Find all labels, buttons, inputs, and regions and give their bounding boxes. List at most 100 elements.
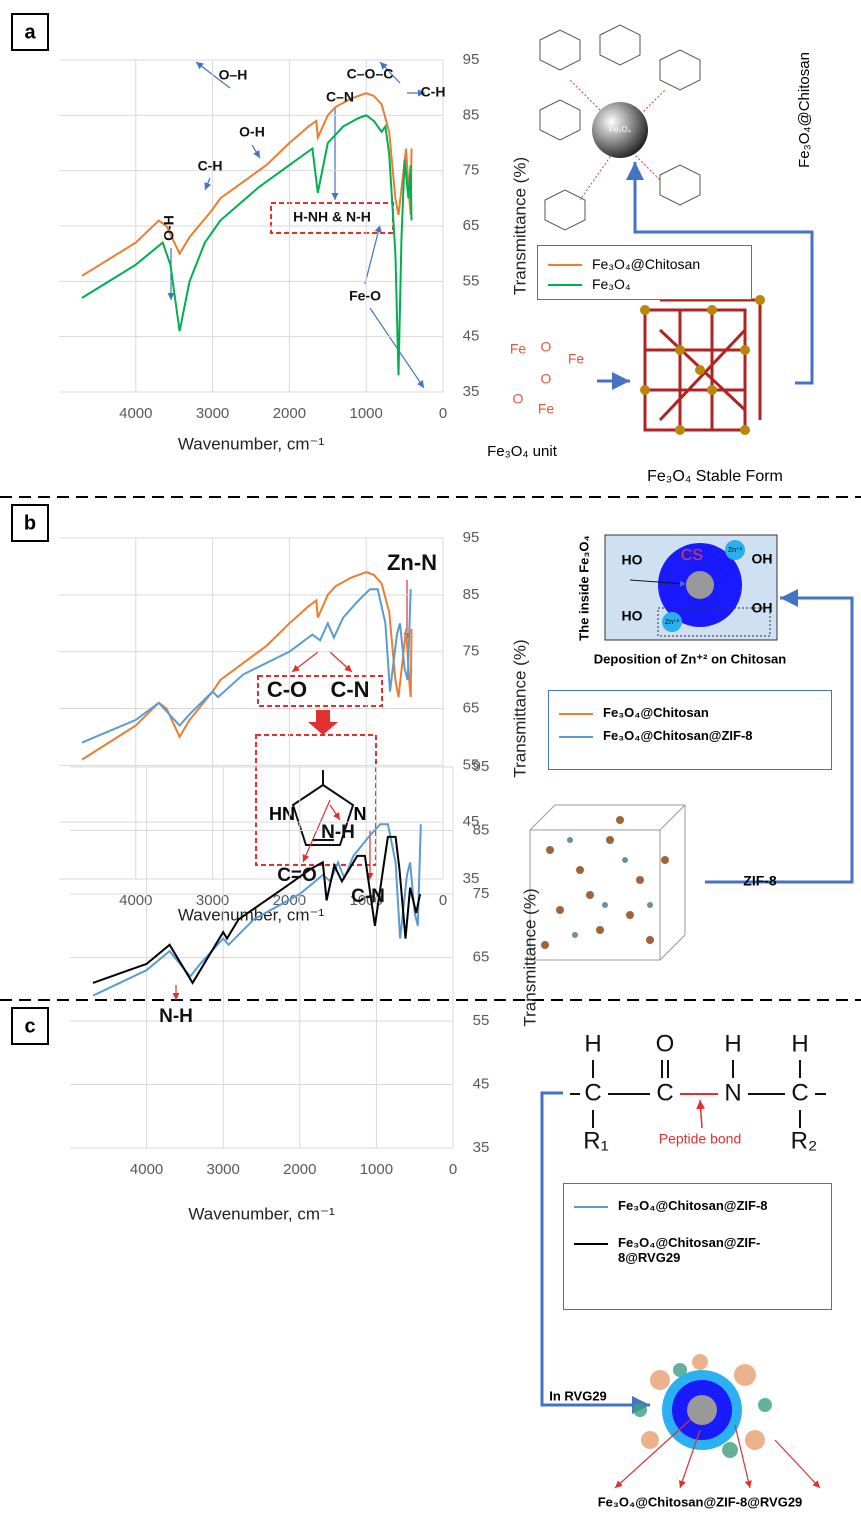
fe3o4-unit: Fe O Fe O Fe O bbox=[510, 339, 585, 417]
y-tick-label: 95 bbox=[463, 51, 480, 68]
annotation: C-N bbox=[351, 886, 385, 907]
legend-item: Fe₃O₄@Chitosan bbox=[559, 705, 821, 720]
x-tick-label: 3000 bbox=[207, 1161, 240, 1178]
annotation: C-H bbox=[421, 84, 446, 100]
y-tick-label: 35 bbox=[463, 383, 480, 400]
group: HO bbox=[622, 608, 643, 624]
x-tick-label: 2000 bbox=[273, 405, 306, 422]
legend-item: Fe₃O₄ bbox=[548, 276, 741, 292]
bonds bbox=[570, 1060, 826, 1128]
inside-label: The inside Fe₃O₄ bbox=[576, 535, 591, 640]
sphere-label: Fe₃O₄ bbox=[609, 125, 631, 134]
arrow bbox=[700, 1100, 702, 1128]
legend-item: Fe₃O₄@Chitosan@ZIF-8@RVG29 bbox=[574, 1235, 821, 1265]
y-tick-label: 55 bbox=[463, 272, 480, 289]
annotation: O-H bbox=[161, 215, 177, 241]
y-tick-label: 85 bbox=[463, 106, 480, 123]
y-tick-label: 65 bbox=[463, 217, 480, 234]
zn-label: Zn⁺² bbox=[665, 619, 680, 626]
figure: a b c Fe₃O₄ Fe₃O₄@Chitosan Fe O Fe O Fe … bbox=[0, 0, 861, 1515]
legend-label: Fe₃O₄@Chitosan bbox=[603, 705, 709, 720]
annotation: C–O–C bbox=[347, 66, 394, 82]
legend-label: Fe₃O₄@Chitosan@ZIF-8 bbox=[603, 728, 753, 743]
rotated-title: Fe₃O₄@Chitosan bbox=[796, 52, 813, 168]
y-tick-label: 65 bbox=[463, 699, 480, 716]
panel-label: a bbox=[24, 21, 36, 43]
y-axis-label: Transmittance (%) bbox=[510, 639, 529, 777]
arrow bbox=[308, 710, 338, 735]
series-line bbox=[82, 93, 412, 276]
y-tick-label: 95 bbox=[473, 758, 490, 775]
atom: R₁ bbox=[583, 1127, 608, 1154]
x-tick-label: 4000 bbox=[130, 1161, 163, 1178]
annotation: H-NH & N-H bbox=[293, 209, 371, 225]
group: OH bbox=[752, 551, 773, 567]
atom: C bbox=[584, 1079, 601, 1106]
y-axis-label: Transmittance (%) bbox=[520, 888, 539, 1026]
legend-label: Fe₃O₄@Chitosan@ZIF-8 bbox=[618, 1198, 768, 1213]
legend-item: Fe₃O₄@Chitosan@ZIF-8 bbox=[574, 1198, 821, 1213]
atom: H bbox=[724, 1030, 741, 1057]
fe3o4-core bbox=[686, 571, 714, 599]
atom: N bbox=[354, 804, 367, 824]
y-axis-label: Transmittance (%) bbox=[510, 157, 529, 295]
legend-label: Fe₃O₄@Chitosan@ZIF-8@RVG29 bbox=[618, 1235, 786, 1265]
annotation: C-O bbox=[267, 677, 307, 702]
x-tick-label: 1000 bbox=[350, 405, 383, 422]
rvg29-particle bbox=[633, 1354, 772, 1458]
zif8-cell bbox=[530, 805, 685, 960]
atom: O bbox=[541, 371, 552, 387]
source-label: In RVG29 bbox=[549, 1388, 607, 1403]
atom: H bbox=[791, 1030, 808, 1057]
legend-swatch bbox=[559, 713, 593, 715]
stable-form-lattice bbox=[640, 295, 765, 435]
atom: HN bbox=[269, 804, 295, 824]
atom: O bbox=[541, 339, 552, 355]
x-tick-label: 3000 bbox=[196, 405, 229, 422]
group: HO bbox=[622, 552, 643, 568]
x-axis-label: Wavenumber, cm⁻¹ bbox=[178, 434, 325, 453]
atom: Fe bbox=[510, 341, 527, 357]
annotation: Fe-O bbox=[349, 288, 381, 304]
legend-item: Fe₃O₄@Chitosan bbox=[548, 256, 741, 272]
legend-swatch bbox=[574, 1206, 608, 1208]
y-tick-label: 85 bbox=[473, 821, 490, 838]
x-tick-label: 4000 bbox=[119, 892, 152, 909]
y-tick-label: 45 bbox=[463, 328, 480, 345]
x-axis-label: Wavenumber, cm⁻¹ bbox=[188, 1204, 335, 1223]
panel-label: b bbox=[24, 512, 36, 534]
legend: Fe₃O₄@Chitosan@ZIF-8 Fe₃O₄@Chitosan@ZIF-8… bbox=[563, 1183, 832, 1310]
annotation: O–H bbox=[219, 67, 248, 83]
atom: Fe bbox=[568, 351, 585, 367]
legend: Fe₃O₄@Chitosan Fe₃O₄@Chitosan@ZIF-8 bbox=[548, 690, 832, 770]
y-tick-label: 55 bbox=[473, 1012, 490, 1029]
atom: O bbox=[513, 391, 524, 407]
y-tick-label: 85 bbox=[463, 586, 480, 603]
caption: Fe₃O₄@Chitosan@ZIF-8@RVG29 bbox=[598, 1494, 803, 1509]
annotation: C=O bbox=[277, 865, 317, 886]
legend-item: Fe₃O₄@Chitosan@ZIF-8 bbox=[559, 728, 821, 743]
annotation: C–N bbox=[326, 89, 354, 105]
caption: Deposition of Zn⁺² on Chitosan bbox=[594, 651, 787, 666]
zn-label: Zn⁺² bbox=[728, 547, 743, 554]
series-line bbox=[82, 589, 411, 742]
atom: N bbox=[724, 1079, 741, 1106]
panel-label: c bbox=[24, 1015, 35, 1037]
annotation: N-H bbox=[159, 1006, 193, 1027]
legend-swatch bbox=[548, 264, 582, 266]
y-tick-label: 75 bbox=[473, 885, 490, 902]
atom: Fe bbox=[538, 401, 555, 417]
atom: H bbox=[584, 1030, 601, 1057]
legend: Fe₃O₄@Chitosan Fe₃O₄ bbox=[537, 245, 752, 300]
annotation: C-H bbox=[198, 158, 223, 174]
legend-swatch bbox=[559, 736, 593, 738]
y-tick-label: 65 bbox=[473, 948, 490, 965]
zif8-label: ZIF-8 bbox=[743, 873, 777, 889]
legend-label: Fe₃O₄ bbox=[592, 276, 631, 292]
y-tick-label: 75 bbox=[463, 643, 480, 660]
caption: Fe₃O₄ unit bbox=[487, 443, 558, 460]
legend-swatch bbox=[574, 1243, 608, 1245]
atom: C bbox=[791, 1079, 808, 1106]
x-tick-label: 1000 bbox=[360, 1161, 393, 1178]
x-tick-label: 4000 bbox=[119, 405, 152, 422]
